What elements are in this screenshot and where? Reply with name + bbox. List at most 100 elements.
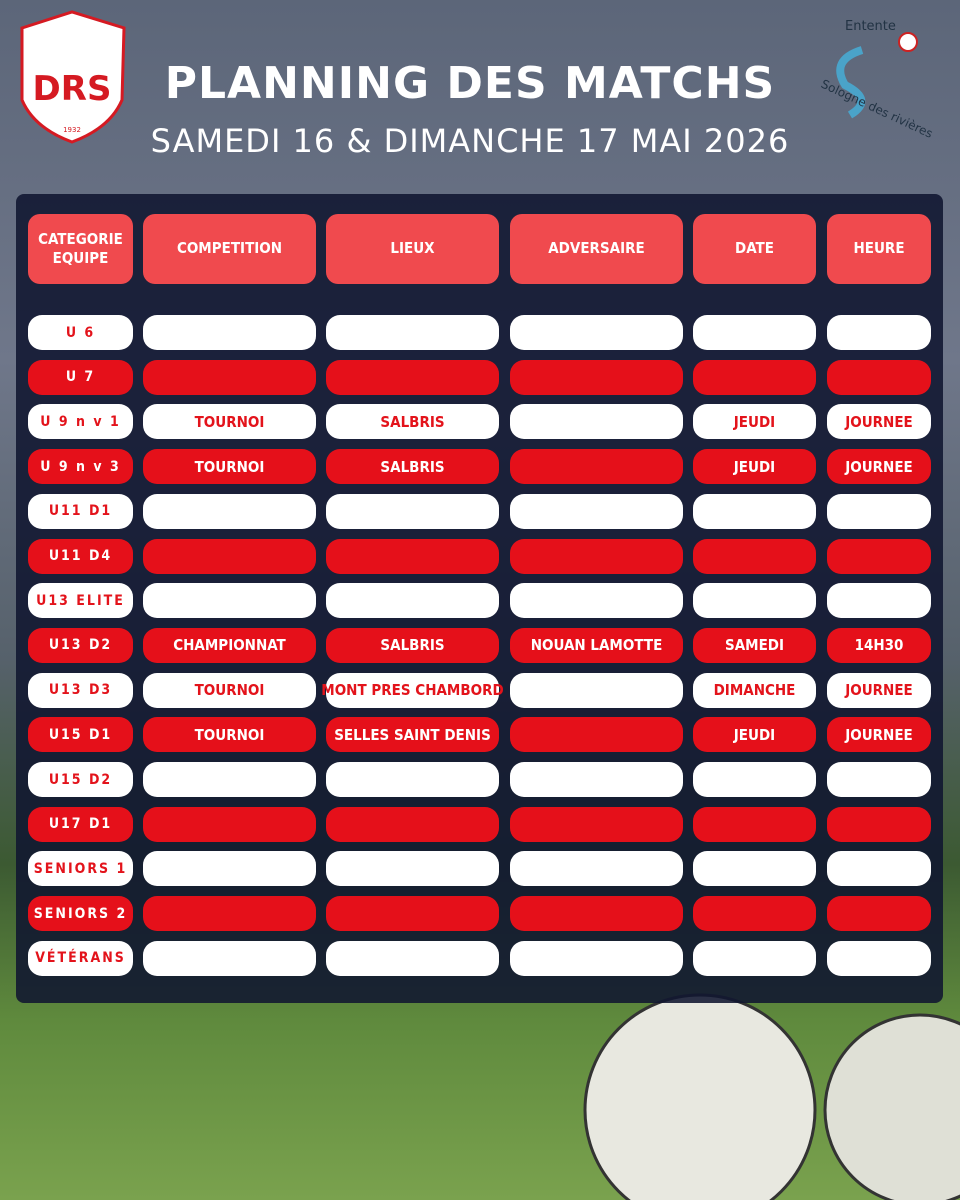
cell [510,717,683,753]
cell [143,315,316,350]
cell: JEUDI [693,404,816,440]
cell: JOURNEE [827,404,931,440]
category-cell: U 6 [28,315,133,350]
cell [143,896,316,932]
cell [510,806,683,842]
entente-ball [898,32,918,52]
cell [510,449,683,485]
cell [326,583,499,619]
category-cell: U15 D1 [28,717,133,753]
cell [143,851,316,887]
cell: JOURNEE [827,449,931,485]
cell [827,806,931,842]
cell [693,851,816,887]
cell [143,359,316,395]
cell: TOURNOI [143,672,316,708]
cell [693,493,816,529]
cell: DIMANCHE [693,672,816,708]
cell [510,315,683,350]
cell [827,851,931,887]
entente-mark [836,46,866,119]
cell [827,538,931,574]
cell [143,806,316,842]
cell [143,538,316,574]
cell: JEUDI [693,717,816,753]
cell: MONT PRES CHAMBORD [321,672,504,708]
ball [583,993,817,1200]
cell: CHAMPIONNAT [143,627,316,663]
cell [326,762,499,797]
cell [827,896,931,932]
category-cell: U13 ELITE [28,583,133,619]
cell [693,583,816,619]
category-cell: U 9 n v 3 [28,449,133,485]
cell [143,583,316,619]
cell: SALBRIS [326,627,499,663]
cell [827,940,931,976]
cell [693,896,816,932]
cell: NOUAN LAMOTTE [510,627,683,663]
cell [693,940,816,976]
cell [827,493,931,529]
cell [143,493,316,529]
cell [693,806,816,842]
cell: TOURNOI [143,404,316,440]
title: PLANNING DES MATCHS [164,58,776,109]
cell [827,583,931,619]
header-cell: LIEUX [326,214,499,284]
cell [326,538,499,574]
club-logo-year: 1932 [63,126,81,134]
cell [143,762,316,797]
club-shield [20,10,126,144]
cell [510,940,683,976]
cell [827,762,931,797]
cell [827,315,931,350]
cell [326,315,499,350]
category-cell: SENIORS 1 [28,851,133,887]
category-cell: U17 D1 [28,806,133,842]
cell: JEUDI [693,449,816,485]
cell [510,493,683,529]
cell [510,538,683,574]
cell: SAMEDI [693,627,816,663]
header-cell: ADVERSAIRE [510,214,683,284]
cell [326,896,499,932]
cell [326,359,499,395]
cell [326,851,499,887]
cell [510,359,683,395]
cell: 14H30 [827,627,931,663]
header-cell: COMPETITION [143,214,316,284]
cell [693,538,816,574]
category-cell: U11 D4 [28,538,133,574]
header-cell: DATE [693,214,816,284]
cell [510,672,683,708]
cell [143,940,316,976]
cell [510,896,683,932]
subtitle: SAMEDI 16 & DIMANCHE 17 MAI 2026 [150,122,790,160]
cell [693,315,816,350]
category-cell: SENIORS 2 [28,896,133,932]
cell: SALBRIS [326,449,499,485]
cell [693,762,816,797]
cell: SALBRIS [326,404,499,440]
cell [827,359,931,395]
category-cell: U13 D2 [28,627,133,663]
cell [510,762,683,797]
entente-top: Entente [845,19,896,34]
cell [510,404,683,440]
ball [823,1013,960,1200]
schedule-table: CATEGORIE EQUIPE COMPETITION LIEUX ADVERSAI… [16,194,943,1003]
cell [326,806,499,842]
cell: JOURNEE [827,672,931,708]
category-cell: VÉTÉRANS [28,940,133,976]
category-cell: U 9 n v 1 [28,404,133,440]
category-cell: U11 D1 [28,493,133,529]
cell [693,359,816,395]
club-logo-text: DRS [33,69,112,109]
cell [510,583,683,619]
cell [510,851,683,887]
category-cell: U 7 [28,359,133,395]
category-cell: U15 D2 [28,762,133,797]
